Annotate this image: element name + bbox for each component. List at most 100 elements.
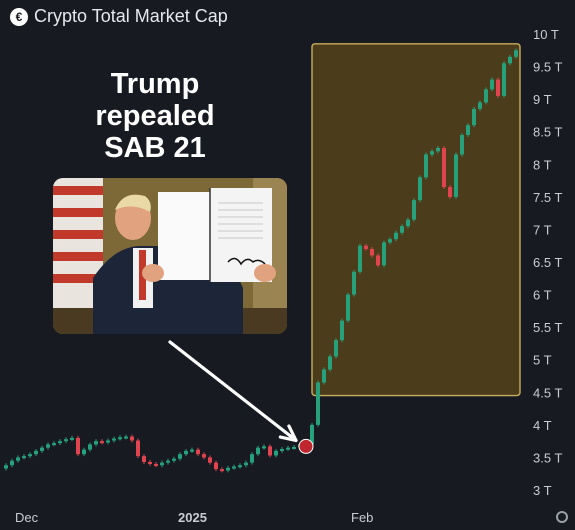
candle <box>508 56 512 64</box>
y-tick-label: 8 T <box>533 157 552 172</box>
coin-logo-icon: € <box>10 7 28 26</box>
candle <box>34 450 38 455</box>
y-tick-label: 8.5 T <box>533 125 562 140</box>
candle <box>238 465 242 468</box>
candle <box>352 271 356 295</box>
candle <box>502 63 506 96</box>
candle <box>52 443 56 446</box>
candle <box>346 294 350 321</box>
candle <box>328 356 332 370</box>
candle <box>430 151 434 155</box>
candle <box>64 439 68 442</box>
x-tick-label: Dec <box>15 510 39 525</box>
candle <box>160 462 164 466</box>
candle <box>82 449 86 455</box>
candle <box>58 441 62 444</box>
y-tick-label: 5.5 T <box>533 320 562 335</box>
candle <box>16 457 20 461</box>
candle <box>202 454 206 458</box>
candle <box>418 177 422 201</box>
candle <box>472 108 476 126</box>
candle <box>514 50 518 57</box>
candle <box>94 441 98 445</box>
candle <box>10 460 14 466</box>
candle <box>244 462 248 466</box>
annotation-line: Trump <box>110 68 200 100</box>
candle <box>382 242 386 266</box>
y-tick-label: 5 T <box>533 353 552 368</box>
y-tick-label: 7.5 T <box>533 190 562 205</box>
candle <box>148 461 152 464</box>
y-tick-label: 10 T <box>533 27 559 42</box>
x-tick-label: Feb <box>351 510 373 525</box>
candle <box>76 437 80 455</box>
candle <box>424 154 428 178</box>
candle <box>136 440 140 457</box>
candle <box>274 450 278 456</box>
candle <box>460 134 464 155</box>
candle <box>46 444 50 448</box>
candle <box>370 248 374 256</box>
candle <box>22 456 26 459</box>
candle <box>154 463 158 466</box>
candle <box>112 438 116 441</box>
y-tick-label: 4 T <box>533 418 552 433</box>
x-tick-label: 2025 <box>178 510 207 525</box>
y-tick-label: 9 T <box>533 92 552 107</box>
candle <box>442 148 446 188</box>
candle <box>406 219 410 227</box>
gear-icon[interactable] <box>556 511 568 523</box>
candle <box>448 187 452 197</box>
candle <box>340 320 344 341</box>
annotation-arrow <box>168 340 298 442</box>
candle <box>310 424 314 445</box>
chart-header: € Crypto Total Market Cap <box>10 6 228 27</box>
candle <box>280 448 284 451</box>
candle <box>478 102 482 109</box>
annotation-text: Trump repealed SAB 21 <box>70 68 240 164</box>
candle <box>334 340 338 357</box>
candle <box>436 148 440 152</box>
candle <box>268 446 272 456</box>
candle <box>172 458 176 461</box>
candle <box>484 89 488 103</box>
candle <box>184 450 188 455</box>
candle <box>316 382 320 425</box>
candle <box>178 454 182 459</box>
candle <box>220 469 224 472</box>
candle <box>250 454 254 463</box>
candle <box>40 447 44 451</box>
y-tick-label: 6 T <box>533 288 552 303</box>
candle <box>358 245 362 272</box>
chart-title: Crypto Total Market Cap <box>34 6 228 26</box>
candle <box>286 447 290 450</box>
candle <box>130 436 134 441</box>
candle <box>100 441 104 444</box>
marked-candle-circle <box>298 438 314 454</box>
candle <box>412 200 416 220</box>
candle <box>454 154 458 197</box>
candle <box>394 232 398 240</box>
y-tick-label: 3.5 T <box>533 450 562 465</box>
person-holding-signed-document-photo <box>53 178 287 334</box>
candle <box>232 466 236 469</box>
candle <box>142 456 146 462</box>
candle <box>292 447 296 450</box>
candle <box>490 79 494 90</box>
y-tick-label: 7 T <box>533 222 552 237</box>
candle <box>256 447 260 455</box>
candle <box>118 437 122 440</box>
candle <box>70 437 74 440</box>
candle <box>226 467 230 471</box>
candle <box>106 440 110 443</box>
candle <box>124 436 128 439</box>
candle <box>400 226 404 233</box>
candle <box>166 460 170 463</box>
y-tick-label: 4.5 T <box>533 385 562 400</box>
annotation-arrow-head <box>278 424 298 442</box>
candle <box>196 449 200 455</box>
y-tick-label: 3 T <box>533 483 552 498</box>
candle <box>208 457 212 463</box>
